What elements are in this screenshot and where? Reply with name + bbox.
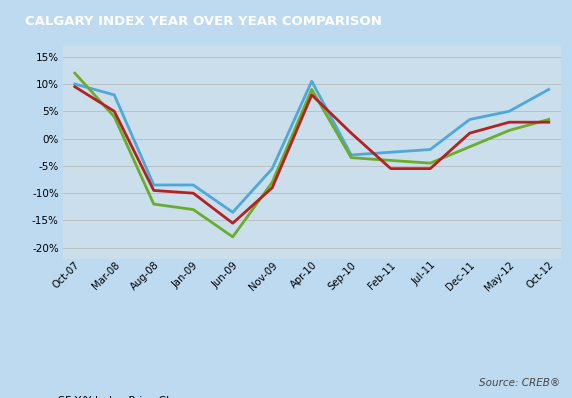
Text: CALGARY INDEX YEAR OVER YEAR COMPARISON: CALGARY INDEX YEAR OVER YEAR COMPARISON — [25, 15, 382, 28]
Text: Source: CREB®: Source: CREB® — [479, 378, 561, 388]
Legend: SF Y/Y Index Price Change, Apartment Y/Y Index Price Change, Townhouse Y/Y Price: SF Y/Y Index Price Change, Apartment Y/Y… — [29, 396, 245, 398]
